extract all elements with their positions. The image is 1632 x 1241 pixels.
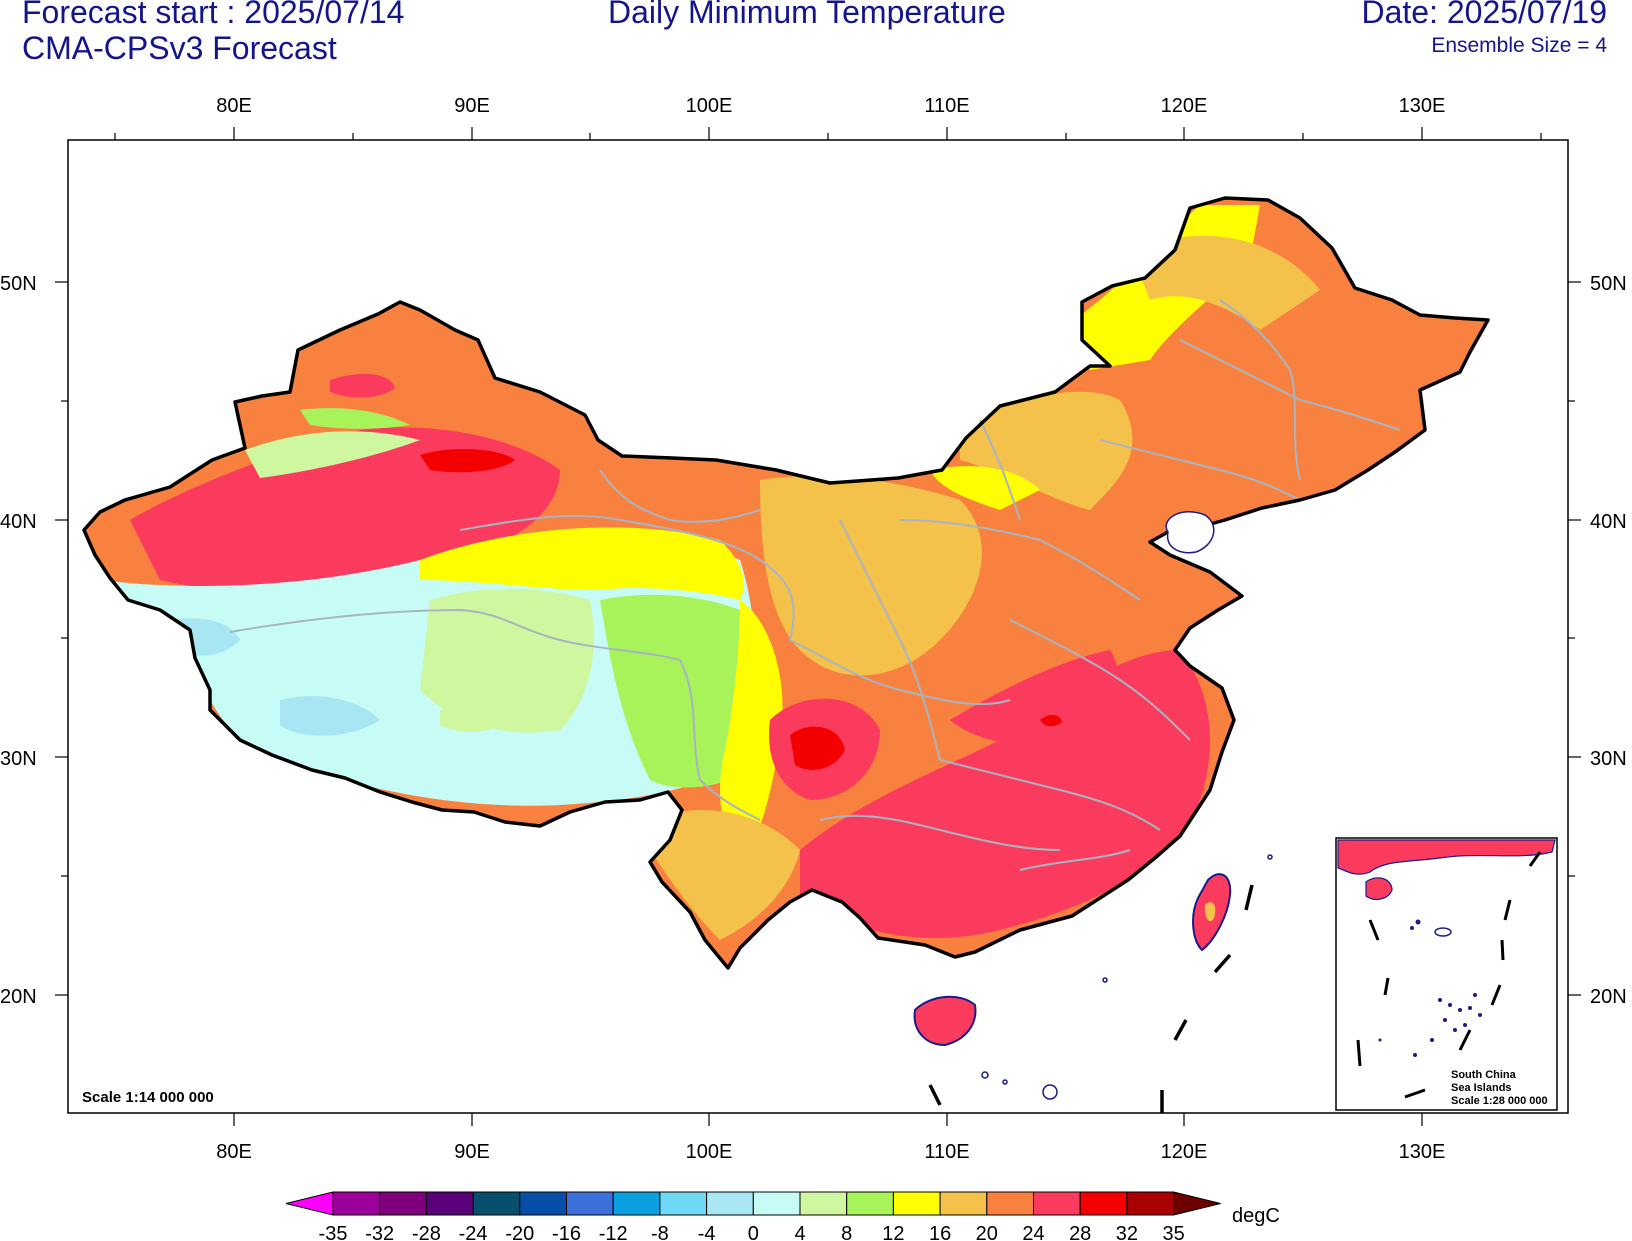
colorbar-level-label: 32 [1116,1223,1138,1241]
taiwan-highland [1204,902,1216,922]
lon-label-top: 100E [686,95,733,117]
colorbar-level-label: -24 [459,1223,488,1241]
colorbar-swatch [425,1191,474,1216]
colorbar-labels: -35 -32 -28 -24 -20 -16 -12 -8 -4 0 4 8 12 16 20 24 28 32… [319,1223,1185,1241]
colorbar-level-label: 28 [1069,1223,1091,1241]
inset-label-line1: South China [1451,1069,1517,1081]
lon-label-top: 120E [1161,95,1208,117]
lon-label-bottom: 100E [686,1141,733,1163]
colorbar-swatch [706,1191,754,1216]
colorbar-level-label: -8 [651,1223,669,1241]
lat-label-right: 40N [1590,511,1627,533]
forecast-start-label: Forecast start : 2025/07/14 [22,0,405,30]
lon-label-top: 110E [924,95,969,117]
maritime-boundary-dashes [928,884,1254,1113]
lon-label-bottom: 80E [216,1141,252,1163]
lat-label-left: 40N [0,511,37,533]
colorbar-level-label: 4 [794,1223,805,1241]
lat-label-right: 20N [1590,986,1627,1008]
hainan-island [913,995,977,1047]
colorbar-swatch [379,1191,427,1216]
south-china-sea-inset: South China Sea Islands Scale 1:28 000 0… [1335,837,1558,1111]
colorbar-swatch [566,1191,614,1216]
colorbar-level-label: -35 [319,1223,348,1241]
colorbar-unit: degC [1232,1205,1280,1227]
colorbar-swatch [892,1191,941,1216]
colorbar-level-label: 0 [748,1223,759,1241]
colorbar-level-label: -20 [505,1223,534,1241]
colorbar-swatch [752,1191,801,1216]
lon-label-bottom: 130E [1399,1141,1446,1163]
lat-label-left: 20N [0,986,37,1008]
colorbar-swatch [519,1191,567,1216]
colorbar-level-label: -4 [698,1223,716,1241]
ensemble-size-label: Ensemble Size = 4 [1431,34,1607,57]
small-islands [981,854,1273,1100]
colorbar-swatch [939,1191,988,1216]
province-boundaries [229,299,1401,871]
colorbar-level-label: 16 [929,1223,951,1241]
valid-date-label: Date: 2025/07/19 [1361,0,1607,30]
lon-label-bottom: 110E [924,1141,969,1163]
lat-label-left: 30N [0,748,37,770]
colorbar [285,1191,1221,1216]
lon-label-bottom: 90E [454,1141,490,1163]
bohai-sea [1165,510,1215,554]
colorbar-level-label: 12 [882,1223,904,1241]
colorbar-min-arrow [285,1191,334,1216]
colorbar-level-label: 35 [1162,1223,1184,1241]
lat-label-right: 30N [1590,748,1627,770]
page-title: Daily Minimum Temperature [608,0,1006,30]
colorbar-swatch [1126,1191,1175,1216]
inset-label-line2: Sea Islands [1451,1082,1512,1094]
inset-label-line3: Scale 1:28 000 000 [1451,1095,1548,1107]
colorbar-level-label: 20 [976,1223,998,1241]
colorbar-level-label: 24 [1022,1223,1044,1241]
colorbar-swatch [472,1191,521,1216]
lon-label-top: 80E [216,95,252,117]
lat-label-left: 50N [0,273,37,295]
colorbar-level-label: -28 [412,1223,441,1241]
lon-label-top: 90E [454,95,490,117]
map-scale-label: Scale 1:14 000 000 [82,1089,214,1106]
colorbar-max-arrow [1173,1191,1221,1216]
model-label: CMA-CPSv3 Forecast [22,30,337,66]
colorbar-swatch [1033,1191,1081,1216]
colorbar-level-label: -16 [552,1223,581,1241]
lon-label-top: 130E [1399,95,1446,117]
colorbar-swatch [986,1191,1034,1216]
lon-label-bottom: 120E [1161,1141,1208,1163]
colorbar-level-label: -12 [599,1223,628,1241]
axis-ticks [55,127,1581,1126]
colorbar-swatch [1079,1191,1128,1216]
colorbar-swatch [799,1191,848,1216]
colorbar-level-label: 8 [841,1223,852,1241]
colorbar-swatch [612,1191,661,1216]
colorbar-level-label: -32 [365,1223,394,1241]
colorbar-swatch [332,1191,381,1216]
colorbar-swatch [846,1191,894,1216]
lat-label-right: 50N [1590,273,1627,295]
colorbar-swatch [659,1191,708,1216]
